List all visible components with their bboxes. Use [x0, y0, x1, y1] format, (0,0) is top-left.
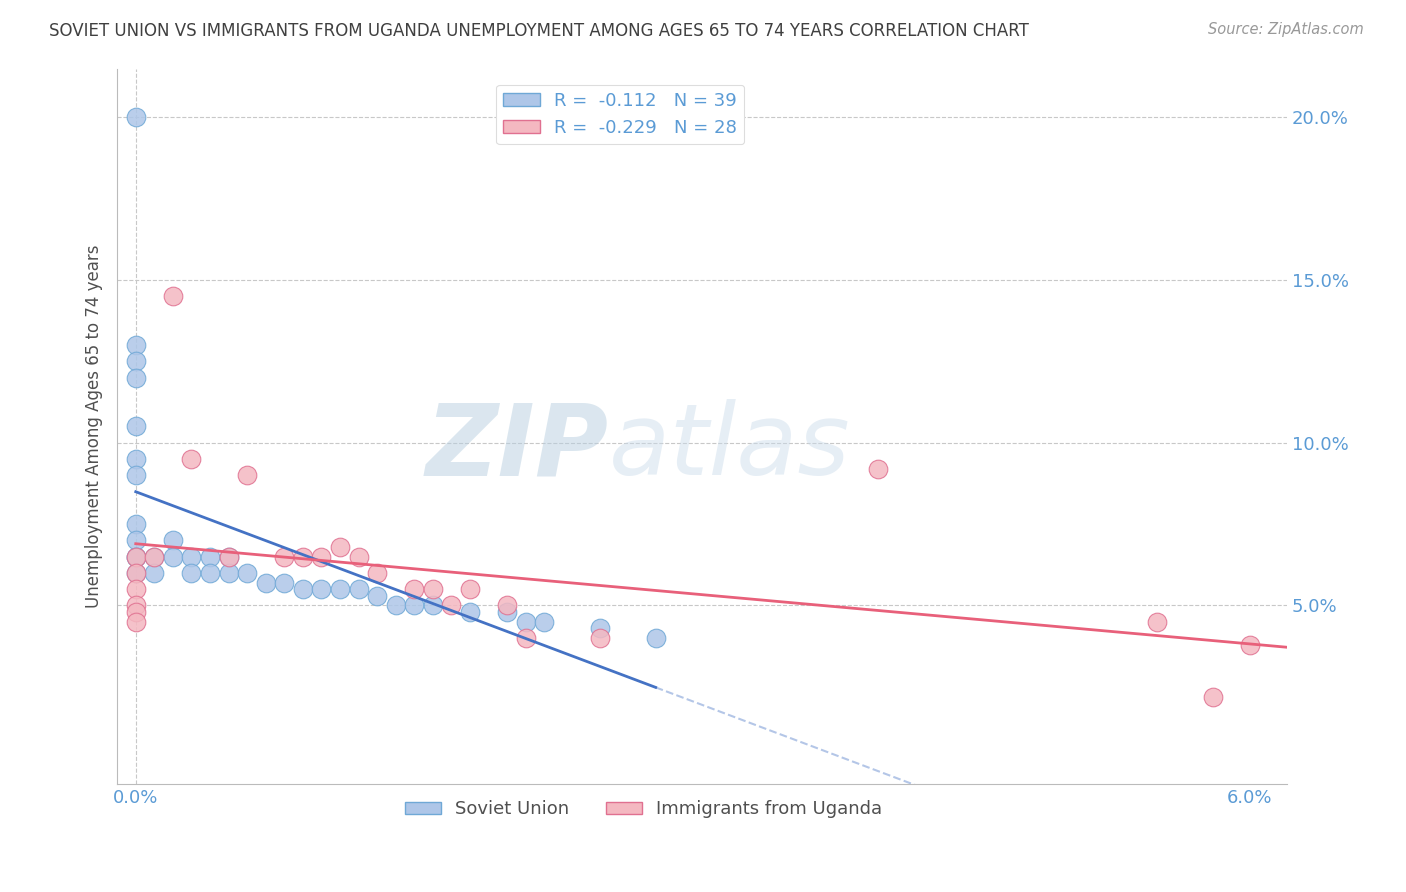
- Point: [125, 452, 148, 467]
- Point: [496, 599, 519, 613]
- Point: [162, 289, 184, 303]
- Point: [125, 370, 148, 384]
- Point: [311, 549, 333, 564]
- Point: [125, 517, 148, 532]
- Point: [125, 111, 148, 125]
- Point: [1239, 638, 1261, 652]
- Point: [515, 631, 537, 645]
- Point: [291, 549, 314, 564]
- Point: [422, 582, 444, 597]
- Point: [125, 549, 148, 564]
- Point: [125, 354, 148, 368]
- Point: [291, 582, 314, 597]
- Point: [125, 419, 148, 434]
- Y-axis label: Unemployment Among Ages 65 to 74 years: Unemployment Among Ages 65 to 74 years: [86, 244, 103, 608]
- Point: [143, 549, 166, 564]
- Point: [404, 582, 426, 597]
- Text: ZIP: ZIP: [426, 400, 609, 497]
- Text: SOVIET UNION VS IMMIGRANTS FROM UGANDA UNEMPLOYMENT AMONG AGES 65 TO 74 YEARS CO: SOVIET UNION VS IMMIGRANTS FROM UGANDA U…: [49, 22, 1029, 40]
- Point: [589, 631, 612, 645]
- Point: [515, 615, 537, 629]
- Point: [125, 582, 148, 597]
- Point: [218, 549, 240, 564]
- Point: [125, 605, 148, 619]
- Point: [180, 452, 202, 467]
- Point: [125, 338, 148, 352]
- Point: [125, 566, 148, 580]
- Point: [533, 615, 555, 629]
- Point: [162, 549, 184, 564]
- Point: [1202, 690, 1225, 704]
- Point: [422, 599, 444, 613]
- Point: [254, 575, 277, 590]
- Point: [162, 533, 184, 548]
- Point: [198, 549, 221, 564]
- Point: [868, 462, 890, 476]
- Point: [125, 566, 148, 580]
- Point: [236, 468, 259, 483]
- Point: [180, 549, 202, 564]
- Point: [329, 582, 352, 597]
- Point: [366, 566, 388, 580]
- Point: [311, 582, 333, 597]
- Point: [458, 605, 481, 619]
- Point: [347, 582, 370, 597]
- Point: [347, 549, 370, 564]
- Point: [198, 566, 221, 580]
- Legend: Soviet Union, Immigrants from Uganda: Soviet Union, Immigrants from Uganda: [398, 793, 890, 825]
- Point: [366, 589, 388, 603]
- Point: [273, 575, 295, 590]
- Point: [273, 549, 295, 564]
- Point: [404, 599, 426, 613]
- Point: [236, 566, 259, 580]
- Point: [125, 615, 148, 629]
- Point: [125, 533, 148, 548]
- Point: [1146, 615, 1168, 629]
- Point: [458, 582, 481, 597]
- Point: [125, 549, 148, 564]
- Point: [329, 540, 352, 554]
- Point: [143, 549, 166, 564]
- Point: [440, 599, 463, 613]
- Text: atlas: atlas: [609, 400, 851, 497]
- Point: [644, 631, 666, 645]
- Point: [125, 468, 148, 483]
- Point: [589, 621, 612, 635]
- Point: [143, 566, 166, 580]
- Point: [218, 549, 240, 564]
- Text: Source: ZipAtlas.com: Source: ZipAtlas.com: [1208, 22, 1364, 37]
- Point: [125, 599, 148, 613]
- Point: [218, 566, 240, 580]
- Point: [125, 549, 148, 564]
- Point: [496, 605, 519, 619]
- Point: [180, 566, 202, 580]
- Point: [384, 599, 406, 613]
